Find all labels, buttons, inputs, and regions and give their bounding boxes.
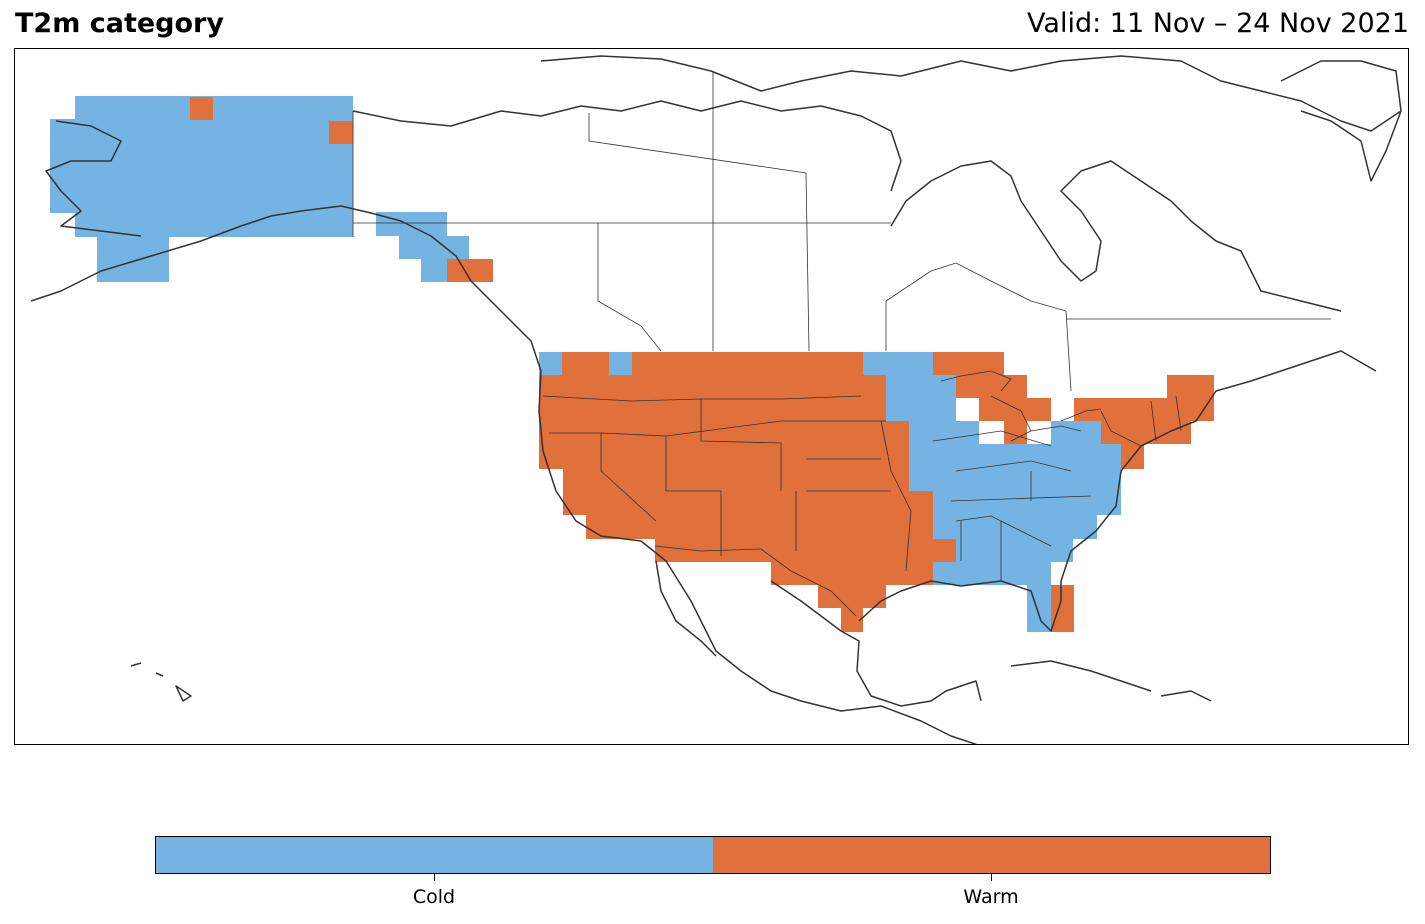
atlantic-coast	[1060, 350, 1377, 582]
greenland-coast	[1280, 60, 1402, 182]
cold-tick	[434, 874, 435, 881]
cold-label: Cold	[412, 886, 456, 908]
category-colorbar	[155, 836, 1271, 874]
hudson-bay	[890, 160, 1342, 312]
map-panel	[14, 48, 1409, 745]
florida-warm-cell	[1051, 585, 1074, 632]
valid-date-range: Valid: 11 Nov – 24 Nov 2021	[1027, 8, 1409, 39]
arctic-islands	[540, 55, 1402, 132]
gulf-coast	[770, 580, 982, 707]
us-mexico-border	[654, 545, 857, 617]
alaska-cold-region	[50, 96, 353, 282]
baja-coast	[655, 560, 717, 657]
cuba-coast	[1010, 660, 1152, 692]
great-lakes	[940, 370, 1102, 442]
west-warm-region	[539, 352, 956, 632]
cold-swatch	[156, 837, 713, 873]
us-state-lines	[542, 395, 1182, 581]
canada-provinces	[588, 71, 1331, 352]
alaska-west-coast	[45, 120, 142, 237]
map-canvas	[30, 55, 1402, 744]
pnw-cold-cell	[539, 352, 562, 375]
alaska-warm-cell	[190, 97, 213, 120]
warm-tick	[991, 874, 992, 881]
new-england-warm-region	[1074, 375, 1214, 469]
east-cold-region	[863, 352, 1121, 632]
northeast-warm-region	[933, 352, 1051, 444]
canada-us-border	[352, 111, 1072, 392]
panhandle-cold-region	[376, 212, 469, 282]
border-layer	[352, 71, 1331, 617]
alaska-coastline	[30, 205, 642, 542]
panhandle-warm-cell	[447, 259, 493, 282]
idaho-cold-cell	[609, 352, 632, 375]
alaska-warm-cell	[329, 121, 353, 144]
hawaii-islands	[130, 662, 192, 702]
pacific-coast-mexico	[640, 540, 978, 744]
category-fill-layer	[50, 96, 1214, 632]
arctic-mainland-coast	[352, 100, 902, 192]
warm-swatch	[713, 837, 1270, 873]
hispaniola-coast	[1160, 690, 1212, 702]
map-title: T2m category	[15, 8, 224, 39]
warm-label: Warm	[963, 886, 1019, 908]
